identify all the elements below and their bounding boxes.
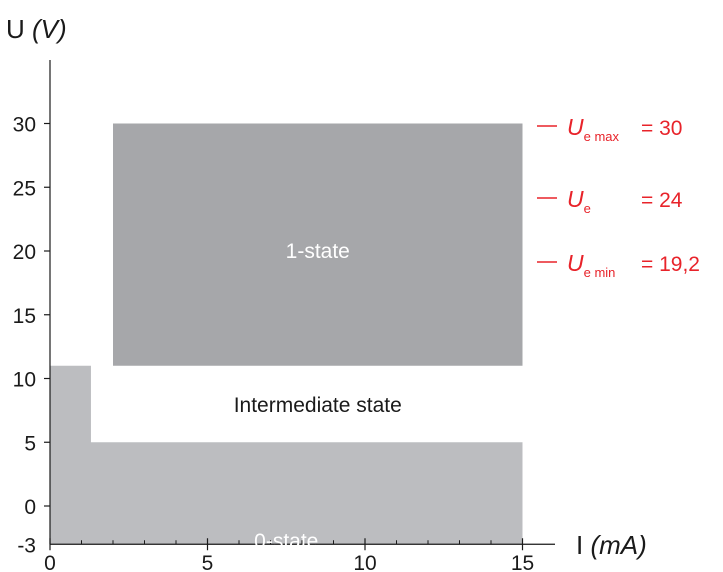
axes-layer: -3 0 5 10 15 20 25 30 0 5 10 15 U (V) I (mA) — [6, 14, 647, 572]
y-tick-label: 20 — [13, 241, 36, 264]
y-tick-label: 5 — [24, 432, 36, 455]
y-axis-unit: (V) — [32, 14, 67, 44]
region-1-state — [113, 123, 523, 366]
reference-label: Ue max — [567, 114, 620, 144]
y-tick-label: 15 — [13, 305, 36, 328]
reference-value: = 30 — [641, 117, 682, 140]
labels-layer: 0-state 1-state Intermediate state — [234, 240, 402, 553]
y-tick-label: 0 — [24, 496, 36, 519]
reference-lines-layer: Ue max = 30 Ue = 24 Ue min = 19,2 — [537, 114, 700, 280]
intermediate-state-label: Intermediate state — [234, 394, 402, 417]
reference-value: = 19,2 — [641, 253, 700, 276]
reference-value: = 24 — [641, 189, 683, 212]
x-tick-label: 15 — [511, 552, 534, 572]
x-tick-label: 0 — [44, 552, 56, 572]
regions-layer — [50, 123, 523, 545]
x-axis-unit: (mA) — [590, 530, 646, 560]
reference-label: Ue min — [567, 250, 615, 280]
y-axis-name: U — [6, 14, 32, 44]
y-tick-label: -3 — [17, 534, 36, 557]
x-tick-label: 10 — [353, 552, 376, 572]
region-label-0-state: 0-state — [254, 530, 318, 553]
reference-subscript: e min — [584, 265, 616, 280]
reference-symbol: U — [567, 114, 584, 140]
y-tick-label: 25 — [13, 177, 36, 200]
y-tick-label: 30 — [13, 114, 36, 137]
x-tick-label: 5 — [202, 552, 214, 572]
reference-subscript: e max — [584, 129, 620, 144]
reference-subscript: e — [584, 201, 591, 216]
reference-label: Ue — [567, 186, 591, 216]
x-axis-title: I (mA) — [576, 530, 647, 560]
region-label-1-state: 1-state — [286, 240, 350, 263]
y-axis-title: U (V) — [6, 14, 67, 44]
reference-symbol: U — [567, 250, 584, 276]
y-tick-label: 10 — [13, 369, 36, 392]
region-0-state — [50, 365, 523, 545]
reference-symbol: U — [567, 186, 584, 212]
x-axis-name: I — [576, 530, 590, 560]
